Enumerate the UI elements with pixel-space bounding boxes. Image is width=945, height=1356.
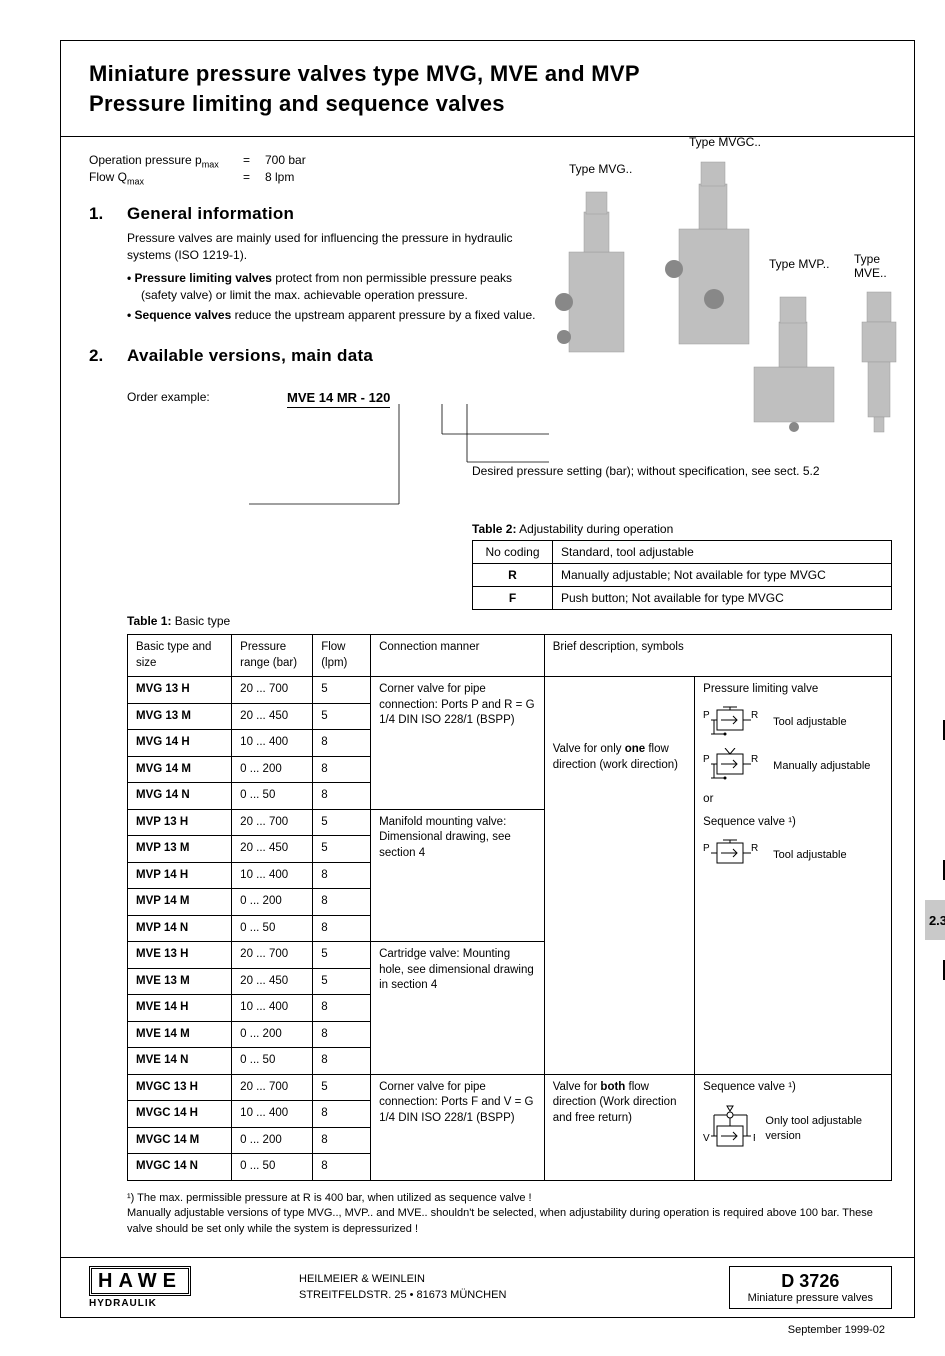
symbol-seq-icon: PR bbox=[703, 837, 763, 875]
sym-seq-2: Sequence valve ¹) bbox=[703, 1080, 883, 1096]
header: Miniature pressure valves type MVG, MVE … bbox=[61, 41, 914, 137]
spec-op-value: 700 bar bbox=[265, 153, 306, 169]
svg-text:P: P bbox=[703, 843, 710, 854]
logo: HAWE HYDRAULIK bbox=[89, 1266, 259, 1309]
sym-tool-label: Tool adjustable bbox=[773, 715, 846, 730]
bullet-2: Sequence valves reduce the upstream appa… bbox=[127, 307, 547, 324]
symbol-tool-icon: PR bbox=[703, 704, 763, 742]
svg-text:V: V bbox=[703, 1133, 710, 1144]
table-2-caption: Adjustability during operation bbox=[516, 522, 673, 536]
sym-only-label: Only tool adjustable version bbox=[765, 1114, 883, 1144]
order-example-label: Order example: bbox=[127, 390, 287, 404]
table-row: RManually adjustable; Not available for … bbox=[473, 564, 892, 587]
date: September 1999-02 bbox=[60, 1324, 915, 1336]
brand-logo: HAWE bbox=[89, 1266, 191, 1296]
symbol-manual-icon: PR bbox=[703, 748, 763, 786]
table-row: MVG 13 H20 ... 7005 Corner valve for pip… bbox=[128, 677, 892, 704]
footnote: ¹) The max. permissible pressure at R is… bbox=[127, 1191, 892, 1237]
title-line-2: Pressure limiting and sequence valves bbox=[89, 91, 505, 116]
table-row: FPush button; Not available for type MVG… bbox=[473, 587, 892, 610]
bullet-1: Pressure limiting valves protect from no… bbox=[127, 270, 547, 304]
footer: HAWE HYDRAULIK HEILMEIER & WEINLEIN STRE… bbox=[61, 1257, 914, 1317]
sym-seq: Sequence valve ¹) bbox=[703, 815, 883, 831]
leader-lines: Desired pressure setting (bar); without … bbox=[89, 404, 892, 514]
side-tab: 2.3 bbox=[925, 900, 945, 940]
sym-man-label: Manually adjustable bbox=[773, 759, 870, 774]
doc-id-sub: Miniature pressure valves bbox=[748, 1292, 873, 1304]
table-1: Basic type and size Pressure range (bar)… bbox=[127, 634, 892, 1181]
section-1-intro: Pressure valves are mainly used for infl… bbox=[127, 230, 547, 264]
sym-seq-tool-label: Tool adjustable bbox=[773, 848, 846, 863]
sym-plv: Pressure limiting valve bbox=[703, 682, 883, 698]
table-1-caption: Table 1: Basic type bbox=[127, 614, 892, 628]
sym-or: or bbox=[703, 792, 883, 808]
address: HEILMEIER & WEINLEIN STREITFELDSTR. 25 •… bbox=[299, 1272, 689, 1303]
product-images: Type MVG.. Type MVGC.. Type MVP.. Type M… bbox=[514, 142, 914, 442]
svg-text:R: R bbox=[751, 843, 758, 854]
spec-flow-label: Flow Qmax bbox=[89, 170, 239, 186]
svg-text:P: P bbox=[703, 710, 710, 721]
title-line-1: Miniature pressure valves type MVG, MVE … bbox=[89, 61, 640, 86]
section-1-num: 1. bbox=[89, 204, 127, 328]
svg-text:R: R bbox=[751, 710, 758, 721]
body: Operation pressure pmax = 700 bar Flow Q… bbox=[61, 137, 914, 1257]
brand-sub: HYDRAULIK bbox=[89, 1298, 259, 1309]
equals: = bbox=[243, 153, 261, 169]
spec-flow-value: 8 lpm bbox=[265, 170, 294, 186]
svg-text:P: P bbox=[703, 754, 710, 765]
svg-text:R: R bbox=[751, 754, 758, 765]
page-frame: Miniature pressure valves type MVG, MVE … bbox=[60, 40, 915, 1318]
doc-id: D 3726 bbox=[748, 1271, 873, 1292]
section-2-num: 2. bbox=[89, 346, 127, 408]
label-mvp: Type MVP.. bbox=[769, 257, 829, 271]
spec-op-label: Operation pressure pmax bbox=[89, 153, 239, 169]
table-row: MVGC 13 H20 ... 7005 Corner valve for pi… bbox=[128, 1074, 892, 1101]
symbol-mvgc-icon: V F bbox=[703, 1101, 755, 1156]
equals: = bbox=[243, 170, 261, 186]
valve-mvg-image bbox=[544, 182, 644, 362]
label-mvgc: Type MVGC.. bbox=[689, 135, 761, 149]
table-2: Table 2: Adjustability during operation … bbox=[472, 522, 892, 610]
page-title: Miniature pressure valves type MVG, MVE … bbox=[89, 59, 892, 118]
desired-pressure-note: Desired pressure setting (bar); without … bbox=[472, 464, 892, 478]
label-mvg: Type MVG.. bbox=[569, 162, 632, 176]
doc-id-box: D 3726 Miniature pressure valves bbox=[729, 1266, 892, 1309]
table-row: No codingStandard, tool adjustable bbox=[473, 541, 892, 564]
table-2-caption-b: Table 2: bbox=[472, 522, 516, 536]
svg-text:F: F bbox=[753, 1133, 755, 1144]
table-header-row: Basic type and size Pressure range (bar)… bbox=[128, 635, 892, 677]
